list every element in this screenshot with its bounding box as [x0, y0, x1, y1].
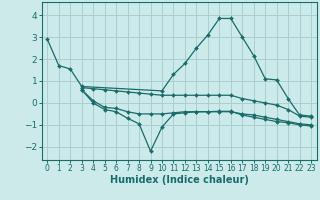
X-axis label: Humidex (Indice chaleur): Humidex (Indice chaleur)	[110, 175, 249, 185]
